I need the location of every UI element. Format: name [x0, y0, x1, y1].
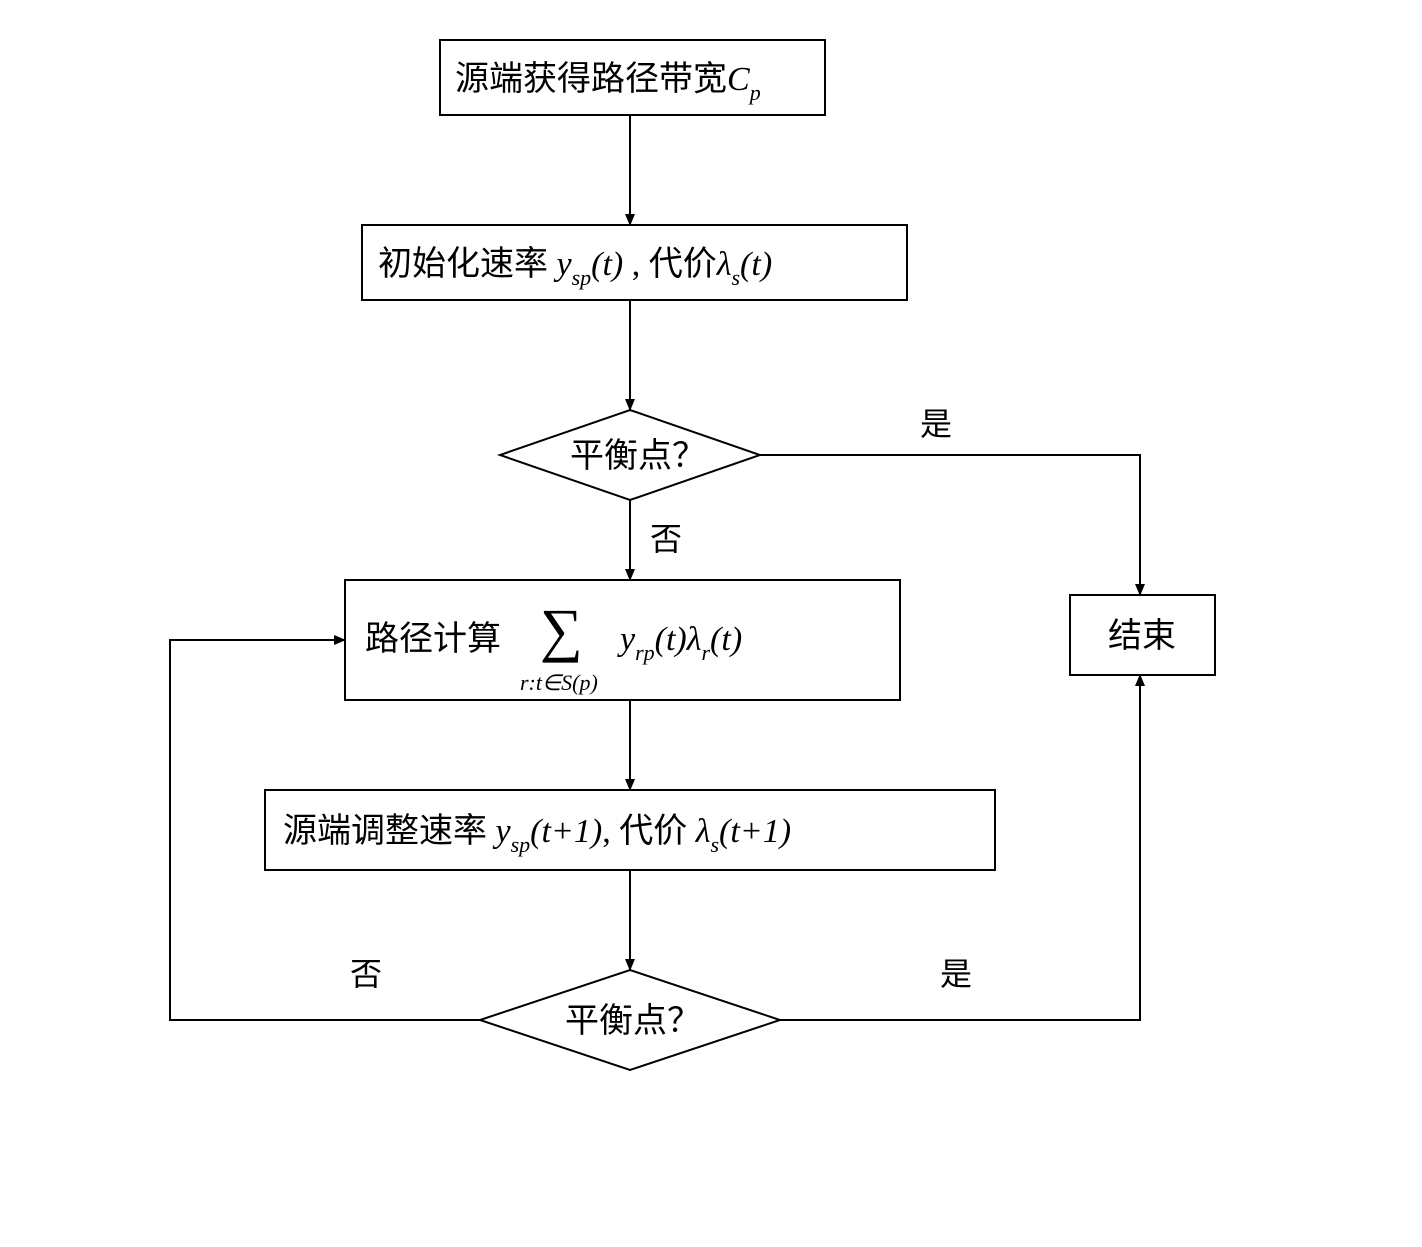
edge-label-no-2: 否: [350, 956, 382, 992]
node-decision-2-label: 平衡点？: [565, 1002, 701, 1040]
flowchart-canvas: 否 是 否 是 源端获得路径带宽Cp 初始化速率 ysp(t) , 代价λs(t…: [0, 0, 1422, 1247]
edge-label-yes-2: 是: [940, 956, 972, 992]
edge-n3-n7: [760, 455, 1140, 595]
edge-label-yes-1: 是: [920, 406, 952, 442]
node-end-label: 结束: [1108, 617, 1176, 655]
edge-label-no-1: 否: [650, 521, 682, 557]
node-decision-1-label: 平衡点？: [570, 437, 706, 475]
